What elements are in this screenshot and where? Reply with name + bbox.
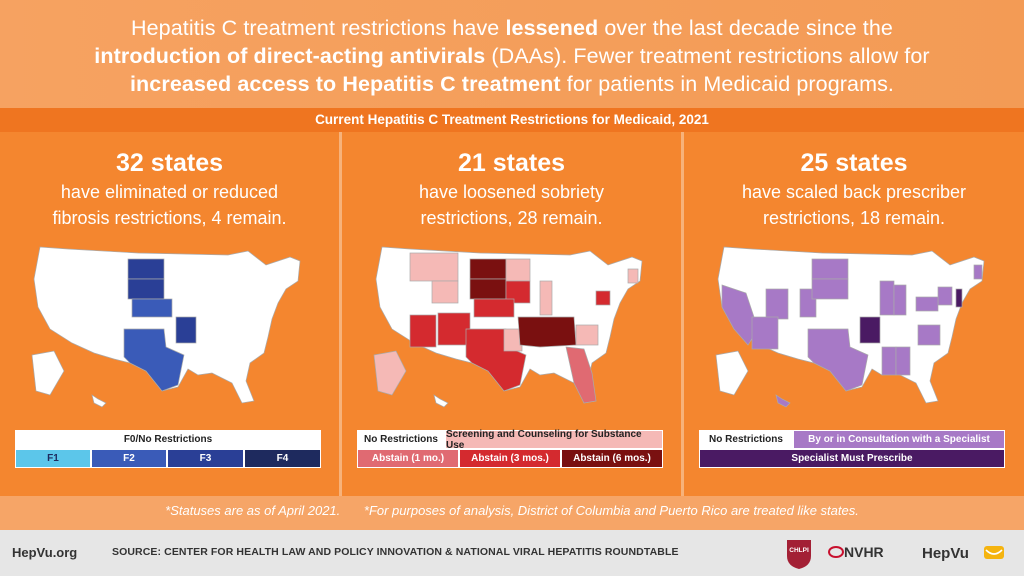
header-banner: Hepatitis C treatment restrictions have … (0, 0, 1024, 108)
legend-f0: F0/No Restrictions (15, 430, 321, 449)
panel-divider (339, 132, 342, 496)
nvhr-text: NVHR (844, 544, 884, 560)
footnote-analysis: *For purposes of analysis, District of C… (363, 503, 859, 518)
source-credit: SOURCE: CENTER FOR HEALTH LAW AND POLICY… (112, 546, 679, 558)
sobriety-count: 21 states (457, 149, 566, 177)
legend-no-restrictions: No Restrictions (357, 430, 445, 449)
section-title: Current Hepatitis C Treatment Restrictio… (0, 108, 1024, 132)
footer-bar: HepVu.org SOURCE: CENTER FOR HEALTH LAW … (0, 530, 1024, 576)
legend-f1: F1 (15, 449, 91, 468)
fibrosis-desc-1: have eliminated or reduced (60, 182, 279, 202)
prescriber-us-map (715, 246, 985, 408)
headline-text: Hepatitis C treatment restrictions have (131, 16, 506, 40)
legend-no-restrictions: No Restrictions (699, 430, 793, 449)
headline-bold: increased access to Hepatitis C treatmen… (129, 72, 561, 96)
headline-text: for patients in Medicaid programs. (560, 72, 895, 96)
site-link[interactable]: HepVu.org (12, 545, 78, 560)
nvhr-logo: NVHR (828, 544, 884, 560)
fibrosis-us-map (31, 246, 301, 408)
headline-bold: introduction of direct-acting antivirals (94, 44, 486, 68)
chlpi-text: CHLPI (789, 547, 809, 554)
prescriber-desc-2: restrictions, 18 remain. (762, 208, 946, 228)
fibrosis-count: 32 states (115, 149, 224, 177)
prescriber-desc-1: have scaled back prescriber (741, 182, 967, 202)
legend-f4: F4 (244, 449, 321, 468)
sobriety-legend: No Restrictions Screening and Counseling… (357, 429, 663, 468)
legend-f2: F2 (91, 449, 167, 468)
prescriber-panel: 25 states have scaled back prescriber re… (684, 132, 1024, 496)
fibrosis-legend: F0/No Restrictions F1 F2 F3 F4 (15, 430, 321, 468)
panel-divider (681, 132, 684, 496)
prescriber-legend: No Restrictions By or in Consultation wi… (699, 430, 1005, 468)
sobriety-panel: 21 states have loosened sobriety restric… (342, 132, 681, 496)
legend-specialist-must: Specialist Must Prescribe (699, 449, 1005, 468)
legend-f3: F3 (167, 449, 244, 468)
legend-abstain-1: Abstain (1 mo.) (357, 449, 459, 468)
hepvu-text: HepVu (922, 545, 969, 562)
fibrosis-desc-2: fibrosis restrictions, 4 remain. (52, 208, 287, 228)
legend-screening: Screening and Counseling for Substance U… (445, 429, 663, 451)
legend-abstain-6: Abstain (6 mos.) (561, 449, 663, 468)
sobriety-desc-2: restrictions, 28 remain. (420, 208, 603, 228)
fibrosis-panel: 32 states have eliminated or reduced fib… (0, 132, 339, 496)
sobriety-us-map (373, 246, 643, 408)
panels: 32 states have eliminated or reduced fib… (0, 132, 1024, 496)
hepvu-logo: HepVu (922, 545, 1004, 562)
legend-consultation: By or in Consultation with a Specialist (793, 430, 1005, 449)
footnote-status: *Statuses are as of April 2021. (165, 503, 341, 518)
footnotes: *Statuses are as of April 2021. *For pur… (0, 496, 1024, 530)
headline-bold: lessened (505, 16, 599, 40)
prescriber-count: 25 states (800, 149, 908, 177)
legend-abstain-3: Abstain (3 mos.) (459, 449, 561, 468)
headline-text: over the last decade since the (598, 16, 893, 40)
chlpi-logo: CHLPI (787, 540, 811, 569)
sobriety-desc-1: have loosened sobriety (418, 182, 605, 202)
headline-text: (DAAs). Fewer treatment restrictions all… (485, 44, 930, 68)
headline: Hepatitis C treatment restrictions have … (0, 0, 1024, 98)
